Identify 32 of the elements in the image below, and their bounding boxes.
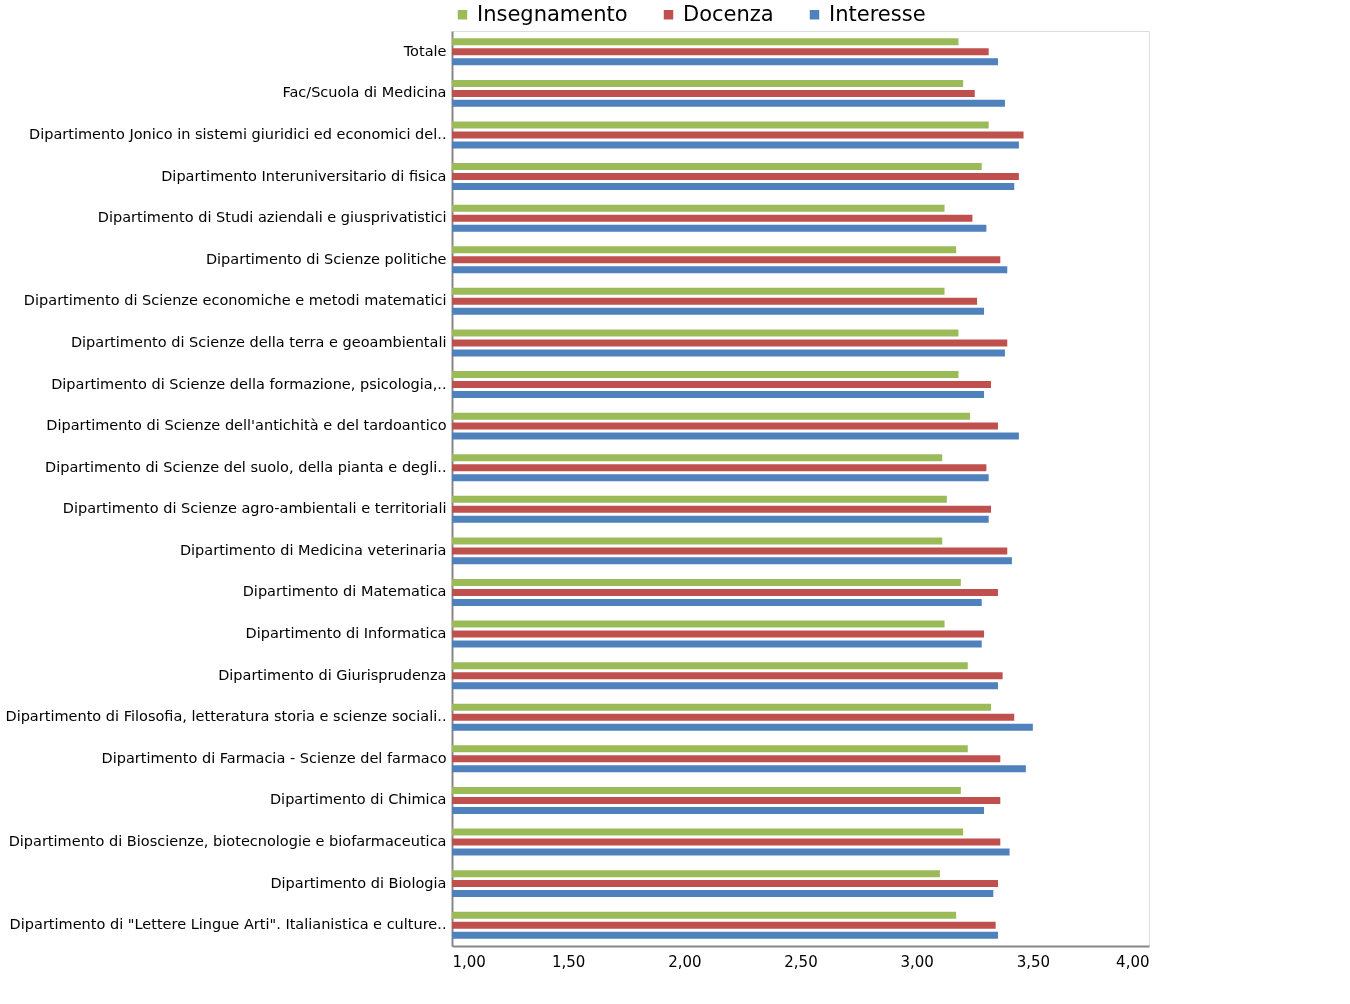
legend-label: Interesse	[829, 1, 926, 26]
y-tick-label: Dipartimento di Matematica	[242, 583, 447, 600]
y-tick-label: Dipartimento di Bioscienze, biotecnologie e biofarmaceutica	[8, 833, 447, 850]
legend-label: Docenza	[683, 1, 774, 26]
y-tick-label: Dipartimento di Scienze economiche e metodi matematici	[23, 292, 447, 309]
y-tick-label: Dipartimento di Scienze dell'antichità e del tardoantico	[46, 417, 447, 434]
y-tick-label: Dipartimento di "Lettere Lingue Arti". Italianistica e culture..	[9, 916, 447, 933]
y-tick-label: Totale	[402, 42, 447, 59]
y-tick-label: Dipartimento di Farmacia - Scienze del farmaco	[101, 749, 447, 766]
x-tick-label: 2,50	[784, 952, 818, 971]
y-tick-label: Dipartimento di Scienze della formazione, psicologia,..	[51, 375, 447, 392]
y-tick-label: Dipartimento di Informatica	[245, 625, 447, 642]
y-tick-label: Dipartimento Jonico in sistemi giuridici ed economici del..	[29, 125, 447, 142]
y-tick-label: Dipartimento Interuniversitario di fisica	[161, 167, 447, 184]
y-tick-label: Dipartimento di Scienze agro-ambientali e territoriali	[62, 500, 447, 517]
y-tick-label: Dipartimento di Giurisprudenza	[218, 666, 447, 683]
y-tick-label: Dipartimento di Chimica	[269, 791, 447, 808]
legend-label: Insegnamento	[477, 1, 628, 26]
y-tick-label: Dipartimento di Filosofia, letteratura storia e scienze sociali..	[5, 708, 447, 725]
y-tick-label: Dipartimento di Medicina veterinaria	[179, 541, 447, 558]
y-tick-label: Dipartimento di Studi aziendali e giusprivatistici	[97, 209, 447, 226]
y-tick-label: Dipartimento di Scienze della terra e geoambientali	[70, 333, 447, 350]
x-tick-label: 3,00	[900, 952, 934, 971]
x-tick-label: 1,50	[551, 952, 586, 971]
x-tick-label: 1,00	[452, 952, 486, 971]
x-tick-label: 4,00	[1116, 952, 1150, 971]
x-tick-label: 3,50	[1016, 952, 1051, 971]
y-tick-label: Dipartimento di Scienze politiche	[205, 250, 447, 267]
y-tick-label: Fac/Scuola di Medicina	[282, 84, 447, 101]
y-tick-label: Dipartimento di Biologia	[270, 874, 447, 891]
y-tick-label: Dipartimento di Scienze del suolo, della pianta e degli..	[45, 458, 447, 475]
x-tick-label: 2,00	[668, 952, 702, 971]
